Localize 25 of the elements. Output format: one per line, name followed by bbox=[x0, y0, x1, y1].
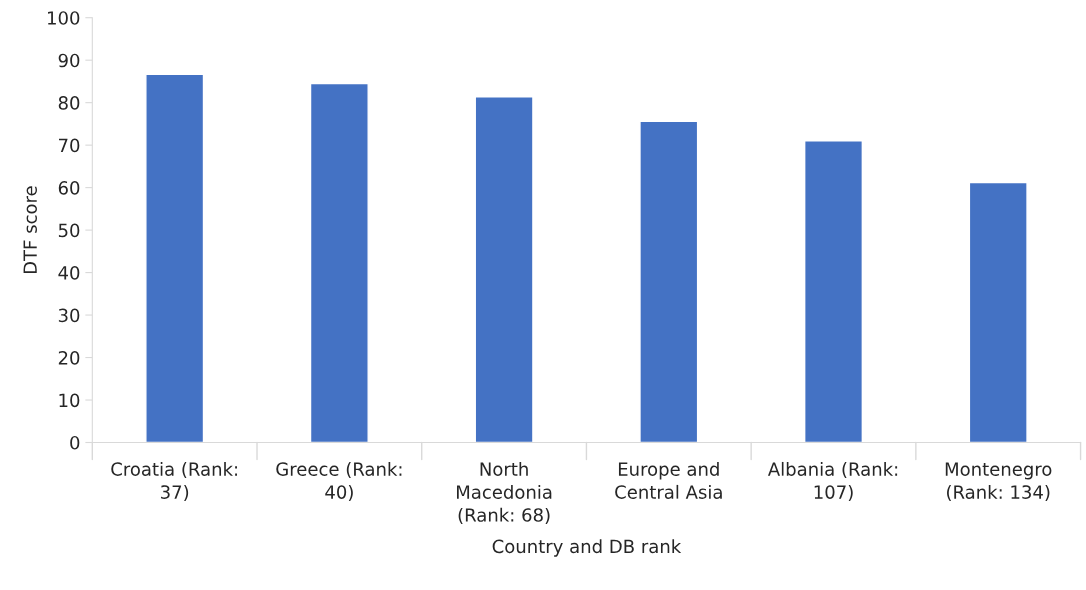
bar bbox=[474, 96, 534, 443]
y-tick-label: 30 bbox=[58, 308, 80, 323]
y-tick-label: 90 bbox=[58, 53, 80, 68]
y-tick-label: 80 bbox=[58, 96, 80, 110]
x-tick-label: Albania (Rank: 107) bbox=[767, 461, 898, 502]
y-tick-label: 100 bbox=[48, 11, 80, 25]
x-tick-label: Greece (Rank: 40) bbox=[276, 461, 402, 502]
y-axis-title: DTF score bbox=[23, 186, 37, 274]
y-tick-label: 40 bbox=[58, 266, 80, 280]
y-tick-label: 70 bbox=[59, 138, 80, 153]
x-tick-label: Croatia (Rank: 37) bbox=[111, 461, 237, 502]
y-tick-label: 0 bbox=[70, 435, 80, 450]
y-tick-label: 60 bbox=[58, 181, 80, 195]
x-axis-title: Country and DB rank bbox=[492, 539, 682, 557]
y-tick-label: 50 bbox=[58, 223, 80, 238]
y-tick-label: 20 bbox=[58, 351, 80, 365]
x-tick-label: North Macedonia (Rank: 68) bbox=[457, 461, 552, 524]
bar bbox=[309, 82, 369, 443]
x-tick-label: Montenegro (Rank: 134) bbox=[945, 462, 1052, 502]
bar bbox=[145, 73, 205, 443]
bar bbox=[639, 120, 699, 443]
bar bbox=[968, 181, 1028, 443]
x-tick-label: Europe and Central Asia bbox=[615, 461, 722, 499]
y-tick-label: 10 bbox=[59, 393, 80, 408]
bar bbox=[803, 140, 864, 443]
